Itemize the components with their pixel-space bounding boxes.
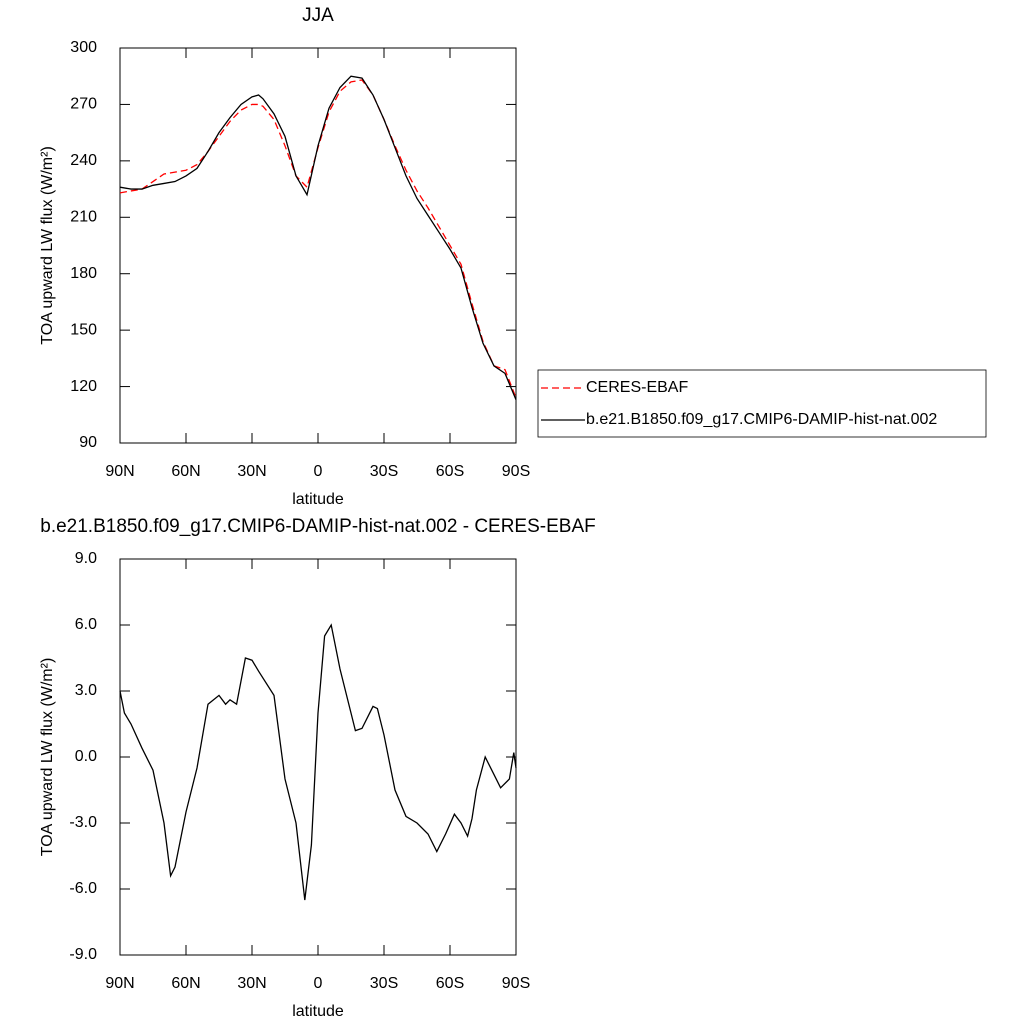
y-tick-label: -9.0 <box>69 946 97 963</box>
y-tick-label: 150 <box>70 321 97 338</box>
chart-title: b.e21.B1850.f09_g17.CMIP6-DAMIP-hist-nat… <box>40 516 595 537</box>
y-axis-label: TOA upward LW flux (W/m²) <box>39 658 56 857</box>
legend-box <box>537 369 987 438</box>
series-line <box>119 75 517 400</box>
x-tick-label: 60N <box>171 463 200 480</box>
legend-label: b.e21.B1850.f09_g17.CMIP6-DAMIP-hist-nat… <box>586 411 937 428</box>
y-tick-label: 300 <box>70 39 97 56</box>
y-axis-label: TOA upward LW flux (W/m²) <box>39 146 56 345</box>
y-tick-label: 120 <box>70 378 97 395</box>
x-axis-label: latitude <box>292 1003 344 1020</box>
y-tick-label: 180 <box>70 265 97 282</box>
series-line <box>119 623 517 901</box>
y-tick-label: 210 <box>70 209 97 226</box>
y-tick-label: 270 <box>70 96 97 113</box>
x-tick-label: 30N <box>237 975 266 992</box>
x-tick-label: 90S <box>502 975 530 992</box>
y-tick-label: 90 <box>79 434 97 451</box>
x-tick-label: 60S <box>436 975 464 992</box>
chart-title: JJA <box>302 5 334 26</box>
x-tick-label: 30S <box>370 463 398 480</box>
x-tick-label: 90N <box>105 463 134 480</box>
legend-label: CERES-EBAF <box>586 379 688 396</box>
y-tick-label: 6.0 <box>75 616 97 633</box>
x-tick-label: 90S <box>502 463 530 480</box>
y-tick-label: -6.0 <box>69 880 97 897</box>
y-tick-label: 0.0 <box>75 748 97 765</box>
x-tick-label: 30S <box>370 975 398 992</box>
x-tick-label: 60N <box>171 975 200 992</box>
x-tick-label: 90N <box>105 975 134 992</box>
x-tick-label: 30N <box>237 463 266 480</box>
x-tick-label: 0 <box>314 463 323 480</box>
y-tick-label: 9.0 <box>75 550 97 567</box>
plot-frame <box>119 47 517 444</box>
x-tick-label: 60S <box>436 463 464 480</box>
y-tick-label: 3.0 <box>75 682 97 699</box>
plot-frame <box>119 558 517 956</box>
x-axis-label: latitude <box>292 491 344 508</box>
x-tick-label: 0 <box>314 975 323 992</box>
y-tick-label: -3.0 <box>69 814 97 831</box>
series-line <box>119 79 517 399</box>
y-tick-label: 240 <box>70 152 97 169</box>
